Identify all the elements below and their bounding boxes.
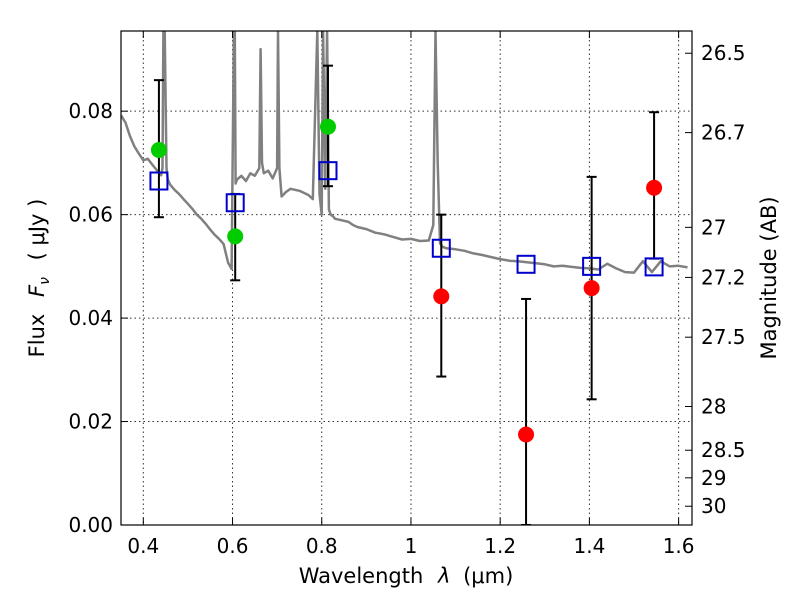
x-tick-label: 1.4	[573, 534, 605, 558]
y2-tick-label: 27.5	[701, 325, 746, 349]
observed-point	[433, 288, 450, 305]
x-tick-label: 1.6	[663, 534, 695, 558]
model-photometry-square	[644, 257, 664, 277]
plot-series	[121, 31, 688, 525]
plot-frame	[120, 30, 693, 526]
model-photometry-square	[225, 193, 245, 213]
y2-tick-label: 26.7	[701, 121, 746, 145]
x-tick-label: 0.8	[306, 534, 338, 558]
y2-tick-label: 30	[701, 494, 726, 518]
observed-point	[518, 426, 535, 443]
y-tick-label: 0.04	[68, 306, 113, 330]
model-sed-line	[121, 31, 688, 274]
y2-tick-label: 28.5	[701, 438, 746, 462]
model-photometry-square	[318, 161, 338, 181]
x-tick-label: 0.6	[217, 534, 249, 558]
model-photometry-square	[516, 254, 536, 274]
y-tick-label: 0.00	[68, 513, 113, 537]
y2-axis-label: Magnitude (AB)	[757, 196, 781, 359]
x-tick-label: 1	[405, 534, 418, 558]
observed-point	[583, 280, 600, 297]
x-tick-label: 1.2	[484, 534, 516, 558]
model-photometry-square	[149, 171, 169, 191]
x-axis-label: Wavelength λ (μm)	[299, 564, 514, 588]
y2-tick-label: 26.5	[701, 41, 746, 65]
observed-point	[150, 141, 167, 158]
y2-tick-label: 28	[701, 394, 726, 418]
model-photometry-square	[431, 238, 451, 258]
y2-tick-label: 27	[701, 215, 726, 239]
y-tick-label: 0.08	[68, 99, 113, 123]
x-tick-label: 0.4	[127, 534, 159, 558]
grid-lines	[121, 31, 692, 525]
axis-ticks: 0.4 0.6 0.8 1 1.2 1.4 1.6 0.00 0.02 0.04 0.06 0.08 2…	[68, 31, 746, 558]
y2-tick-label: 27.2	[701, 265, 746, 289]
y2-tick-label: 29	[701, 466, 726, 490]
observed-point	[227, 228, 244, 245]
model-photometry-square	[582, 256, 602, 276]
y-tick-label: 0.06	[68, 203, 113, 227]
observed-point	[646, 179, 663, 196]
observed-point	[319, 118, 336, 135]
y-axis-label: Flux Fν ( μJy )	[25, 199, 54, 358]
y-tick-label: 0.02	[68, 410, 113, 434]
